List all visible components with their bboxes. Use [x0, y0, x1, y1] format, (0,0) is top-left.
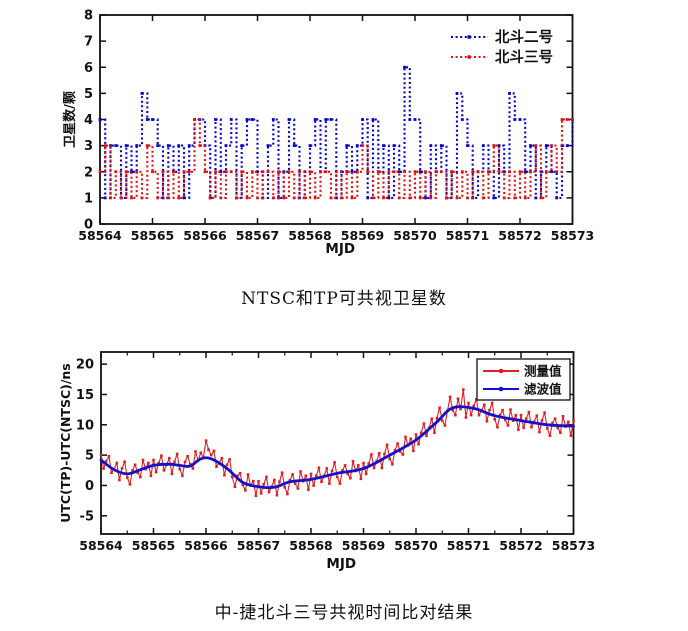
- x-tick-label: 58567: [236, 228, 280, 243]
- y-tick-label: 20: [76, 358, 94, 373]
- x-tick-label: 58573: [552, 538, 596, 553]
- y-axis-label: UTC(TP)-UTC(NTSC)/ns: [58, 363, 73, 523]
- chart2-caption: 中-捷北斗三号共视时间比对结果: [214, 603, 474, 623]
- legend-label: 滤波值: [524, 382, 562, 397]
- y-tick-label: 5: [84, 87, 93, 102]
- x-tick-label: 58571: [446, 228, 490, 243]
- x-tick-label: 58568: [288, 228, 332, 243]
- axes: 58564 58565 58566 58567 58568 58569 58570 58571…: [58, 351, 596, 572]
- x-tick-label: 58569: [342, 538, 386, 553]
- x-tick-label: 58565: [132, 538, 176, 553]
- x-tick-label: 58565: [131, 228, 175, 243]
- series-测量值: [99, 388, 575, 498]
- x-tick-label: 58572: [498, 228, 542, 243]
- series-滤波值: [99, 405, 575, 490]
- x-axis-label: MJD: [326, 556, 356, 572]
- legend-box: [476, 358, 571, 401]
- time-comparison-chart: 58564 58565 58566 58567 58568 58569 58570 58571…: [58, 351, 596, 572]
- x-tick-label: 58573: [551, 228, 595, 243]
- x-tick-label: 58568: [289, 538, 333, 553]
- x-tick-label: 58566: [184, 538, 228, 553]
- series-北斗二号: [98, 65, 574, 200]
- y-tick-label: -5: [80, 509, 94, 524]
- y-tick-label: 0: [84, 218, 93, 233]
- y-tick-label: 0: [85, 479, 94, 494]
- x-tick-label: 58569: [341, 228, 385, 243]
- x-tick-label: 58571: [447, 538, 491, 553]
- y-tick-label: 7: [84, 35, 93, 50]
- x-tick-label: 58570: [393, 228, 437, 243]
- x-tick-label: 58564: [78, 228, 122, 243]
- legend-marker: [498, 368, 504, 374]
- axes: 58564 58565 58566 58567 58568 58569 58570 58571…: [62, 9, 594, 258]
- series-北斗三号: [98, 118, 574, 200]
- x-tick-label: 58566: [183, 228, 227, 243]
- y-tick-label: 10: [76, 418, 94, 433]
- legend-label: 北斗二号: [495, 29, 553, 46]
- y-tick-label: 1: [84, 191, 93, 206]
- legend-label: 测量值: [524, 364, 562, 379]
- satellite-count-chart: 58564 58565 58566 58567 58568 58569 58570 58571…: [62, 9, 594, 258]
- y-tick-label: 15: [76, 388, 94, 403]
- y-tick-label: 2: [84, 165, 93, 180]
- x-tick-label: 58567: [237, 538, 281, 553]
- legend-label: 北斗三号: [495, 49, 553, 66]
- y-tick-label: 3: [84, 139, 93, 154]
- x-tick-label: 58564: [79, 538, 123, 553]
- x-tick-label: 58570: [394, 538, 438, 553]
- y-tick-label: 8: [84, 9, 93, 24]
- y-axis-label: 卫星数/颗: [62, 91, 78, 148]
- legend-marker: [467, 35, 471, 39]
- legend-marker: [467, 55, 471, 59]
- x-axis-label: MJD: [325, 241, 355, 257]
- y-tick-label: 4: [84, 113, 93, 128]
- y-tick-label: 6: [84, 61, 93, 76]
- x-tick-label: 58572: [499, 538, 543, 553]
- legend-marker: [498, 386, 504, 392]
- chart1-caption: NTSC和TP可共视卫星数: [241, 289, 447, 309]
- y-tick-label: 5: [85, 449, 94, 464]
